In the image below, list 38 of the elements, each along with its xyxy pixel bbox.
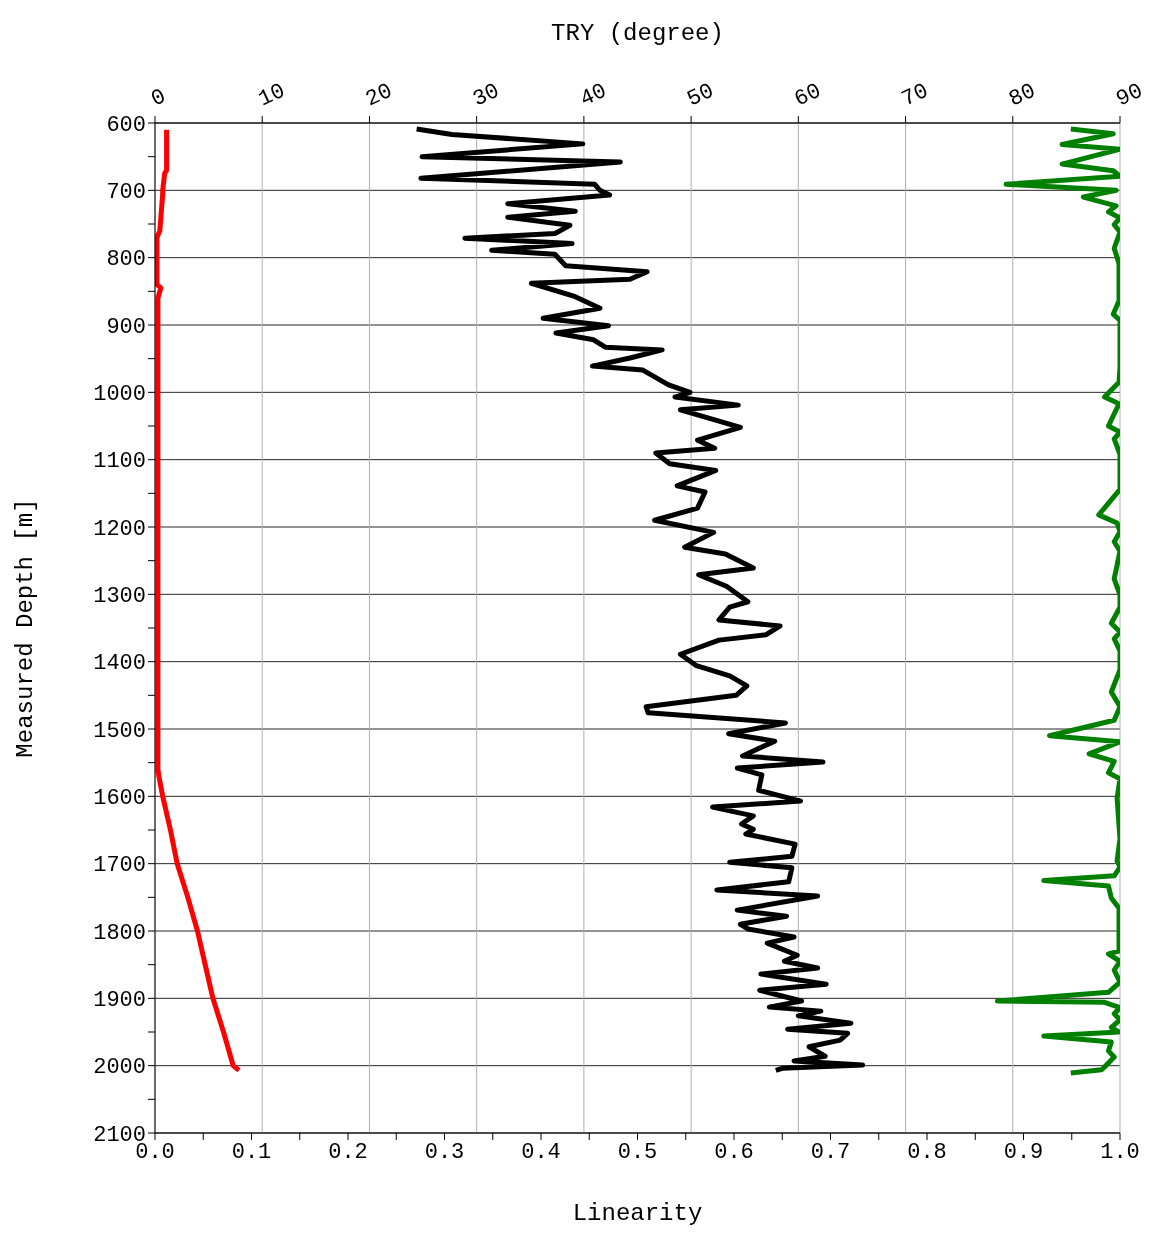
x2-tick-label: 90 — [1112, 78, 1147, 113]
x-tick-label: 0.3 — [424, 1139, 465, 1165]
x2-tick-label: 50 — [683, 78, 718, 113]
y-tick-label: 1400 — [93, 651, 146, 677]
y-axis-title: Measured Depth [m] — [11, 498, 39, 758]
y-tick-label: 1500 — [93, 718, 146, 744]
x-axis-title: Linearity — [572, 1200, 703, 1227]
y-tick-label: 2000 — [93, 1055, 146, 1081]
x-tick-label: 0.7 — [810, 1139, 851, 1165]
x2-tick-label: 70 — [897, 78, 933, 113]
x-tick-label: 0.6 — [714, 1139, 754, 1165]
x2-tick-label: 80 — [1005, 78, 1040, 113]
y-tick-label: 800 — [106, 247, 146, 273]
x-tick-label: 1.0 — [1100, 1139, 1140, 1165]
y-tick-label: 700 — [106, 180, 146, 206]
x2-tick-label: 30 — [469, 78, 504, 113]
y-tick-label: 900 — [106, 314, 146, 340]
x-tick-label: 0.8 — [907, 1139, 947, 1165]
x2-tick-label: 20 — [361, 78, 397, 113]
y-tick-label: 1700 — [93, 853, 146, 879]
y-tick-label: 1000 — [93, 382, 146, 408]
y-tick-label: 1900 — [93, 988, 146, 1014]
x-tick-label: 0.2 — [328, 1139, 368, 1165]
x-tick-label: 0.1 — [231, 1139, 272, 1165]
y-tick-label: 600 — [106, 112, 146, 138]
x2-axis-title: TRY (degree) — [551, 20, 724, 48]
x-tick-label: 0.4 — [521, 1139, 561, 1165]
x2-tick-label: 10 — [254, 78, 290, 113]
y-tick-label: 1300 — [93, 584, 146, 610]
x2-tick-label: 60 — [790, 78, 826, 113]
x2-tick-label: 0 — [147, 84, 170, 113]
y-tick-label: 1800 — [93, 920, 146, 946]
y-tick-label: 1200 — [93, 516, 146, 542]
y-tick-label: 1100 — [93, 449, 146, 475]
x-tick-label: 0.9 — [1003, 1139, 1044, 1165]
y-tick-label: 1600 — [93, 786, 146, 812]
x2-tick-label: 40 — [576, 78, 611, 113]
x-tick-label: 0.5 — [617, 1139, 658, 1165]
